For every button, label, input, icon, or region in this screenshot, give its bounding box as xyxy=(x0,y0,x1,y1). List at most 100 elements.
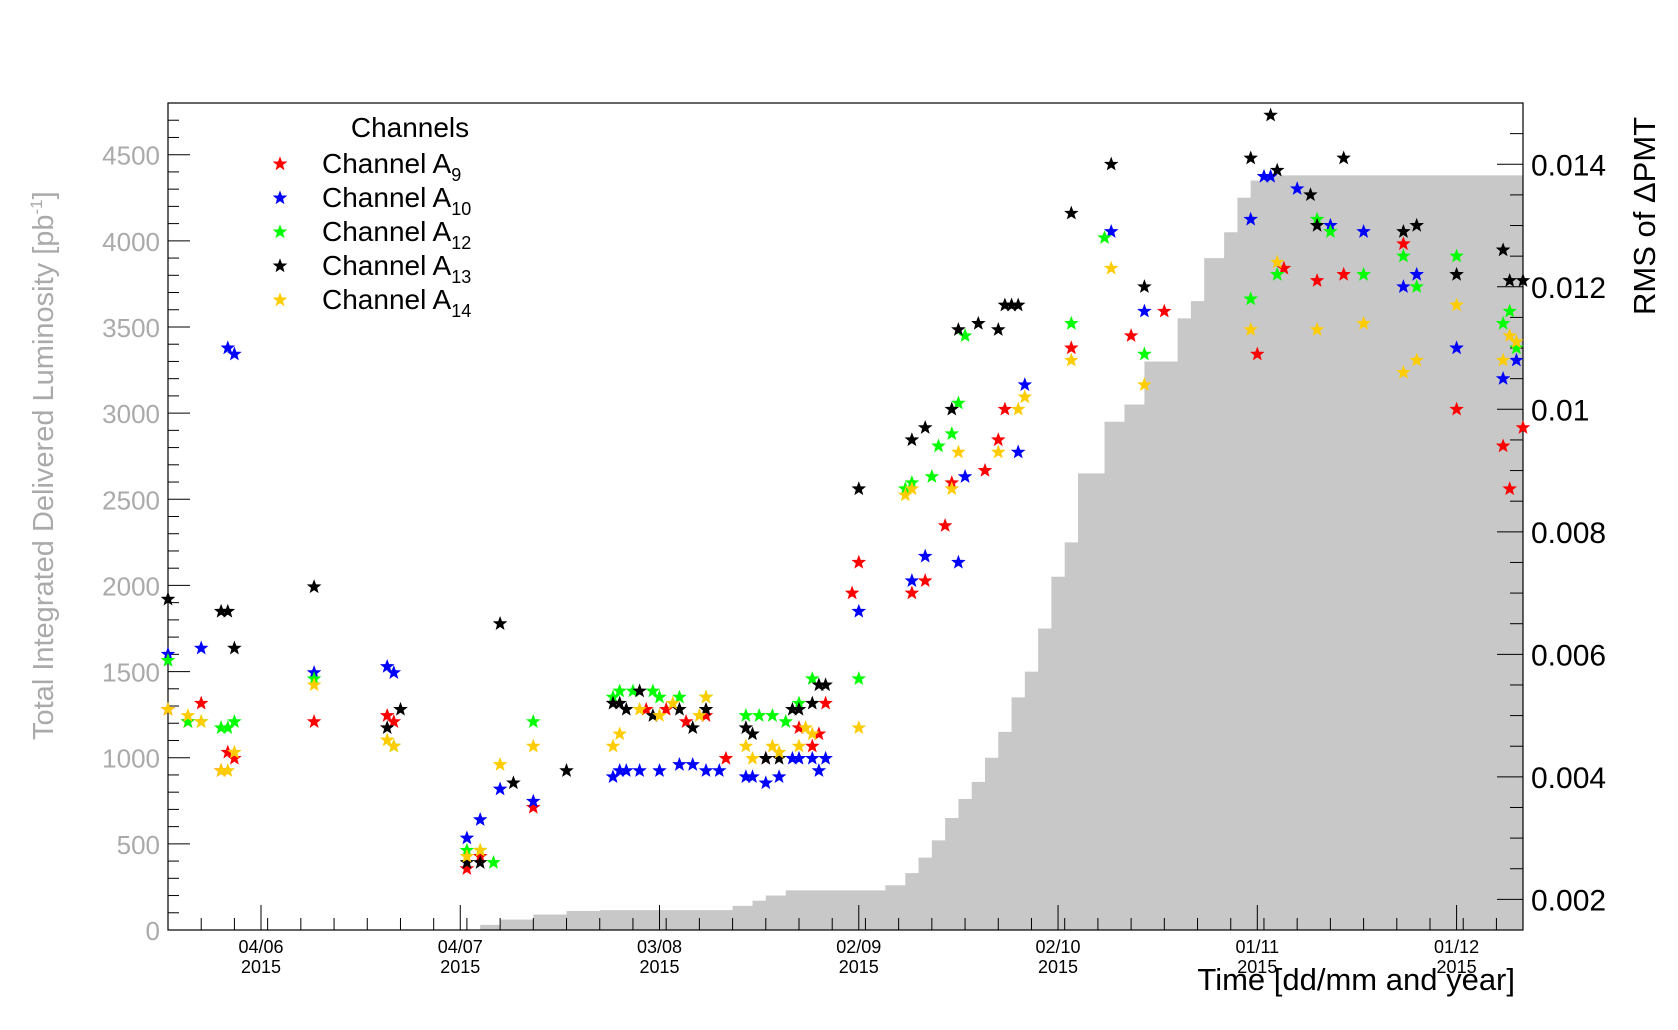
y-right-tick-label: 0.014 xyxy=(1531,149,1606,182)
data-point xyxy=(778,714,793,728)
data-point xyxy=(665,695,681,710)
data-point xyxy=(472,842,488,857)
data-point xyxy=(193,640,209,655)
legend-entry-label: Channel A xyxy=(322,284,452,315)
data-point xyxy=(1502,273,1517,287)
data-point xyxy=(492,756,508,771)
legend-marker xyxy=(272,258,288,273)
data-point xyxy=(1502,328,1518,342)
data-point xyxy=(1509,334,1524,349)
series-channel-a13 xyxy=(160,107,1531,869)
legend-marker xyxy=(272,224,288,239)
data-point xyxy=(652,689,667,704)
data-point xyxy=(971,315,986,330)
data-point xyxy=(672,689,687,704)
luminosity-area-group xyxy=(168,175,1523,931)
data-point xyxy=(1396,279,1411,293)
x-tick-label-year: 2015 xyxy=(1038,957,1078,977)
data-point xyxy=(944,401,960,416)
legend-entry: Channel A13 xyxy=(322,250,471,287)
data-point xyxy=(904,585,920,600)
y-axis-label-left: Total Integrated Delivered Luminosity [p… xyxy=(27,191,60,740)
data-point xyxy=(193,695,209,710)
data-point xyxy=(844,585,860,600)
data-point xyxy=(937,518,953,532)
data-point xyxy=(180,714,196,728)
data-point xyxy=(944,426,960,441)
y-left-tick-label: 3000 xyxy=(102,399,160,429)
data-point xyxy=(386,665,402,679)
data-point xyxy=(160,701,176,716)
data-point xyxy=(605,738,621,753)
data-point xyxy=(771,769,787,784)
data-point xyxy=(1103,156,1119,171)
data-point xyxy=(227,744,242,759)
data-point xyxy=(944,481,960,496)
data-point xyxy=(692,707,707,722)
data-point xyxy=(379,658,395,673)
data-point xyxy=(645,683,661,698)
data-point xyxy=(805,671,820,686)
data-point xyxy=(957,469,973,483)
data-point xyxy=(698,701,714,716)
data-point xyxy=(492,781,508,796)
data-point xyxy=(652,763,667,777)
data-point xyxy=(1515,420,1531,434)
data-point xyxy=(525,799,541,814)
data-point xyxy=(771,744,787,759)
data-point xyxy=(917,573,933,588)
x-tick-label-date: 04/06 xyxy=(238,937,283,957)
data-point xyxy=(1064,315,1079,330)
data-point xyxy=(160,652,176,667)
data-point xyxy=(698,689,714,704)
data-point xyxy=(851,671,867,686)
data-point xyxy=(1495,352,1511,367)
data-point xyxy=(851,603,867,618)
data-point xyxy=(459,830,475,845)
data-point xyxy=(685,756,701,771)
data-point xyxy=(1270,254,1285,269)
data-point xyxy=(306,677,322,692)
legend-entry-label: Channel A xyxy=(322,250,452,281)
data-point xyxy=(718,750,734,765)
data-point xyxy=(804,750,820,765)
data-point xyxy=(672,756,687,771)
data-point xyxy=(745,769,760,784)
y-right-tick-label: 0.008 xyxy=(1531,517,1606,550)
data-point xyxy=(612,726,627,741)
data-point xyxy=(1263,107,1278,122)
y-right-tick-label: 0.01 xyxy=(1531,394,1589,427)
data-point xyxy=(791,738,807,753)
data-point xyxy=(459,848,475,863)
data-point xyxy=(393,701,408,716)
data-point xyxy=(1309,273,1325,287)
y-right-tick-label: 0.002 xyxy=(1531,884,1606,917)
data-point xyxy=(924,469,940,483)
legend-entry: Channel A14 xyxy=(322,284,471,321)
y-axis-label-left-end: ] xyxy=(28,191,60,199)
x-tick-label-year: 2015 xyxy=(639,957,679,977)
data-point xyxy=(811,763,827,777)
data-point xyxy=(951,444,966,459)
data-point xyxy=(851,720,867,735)
data-point xyxy=(220,340,236,355)
y-left-tick-label: 4500 xyxy=(102,141,160,171)
data-point xyxy=(738,720,754,735)
data-point xyxy=(1017,389,1033,404)
data-point xyxy=(791,701,807,716)
data-point xyxy=(1137,303,1152,318)
data-point xyxy=(904,432,920,447)
legend-marker xyxy=(272,156,288,171)
data-point xyxy=(818,695,833,710)
data-point xyxy=(804,726,820,741)
data-point xyxy=(472,812,488,826)
data-point xyxy=(652,707,667,722)
data-point xyxy=(1243,322,1259,336)
y-left-tick-label: 0 xyxy=(146,916,160,946)
legend-entry-label: Channel A xyxy=(322,216,452,247)
data-point xyxy=(951,322,966,336)
data-point xyxy=(526,793,541,808)
data-point xyxy=(1449,266,1464,281)
